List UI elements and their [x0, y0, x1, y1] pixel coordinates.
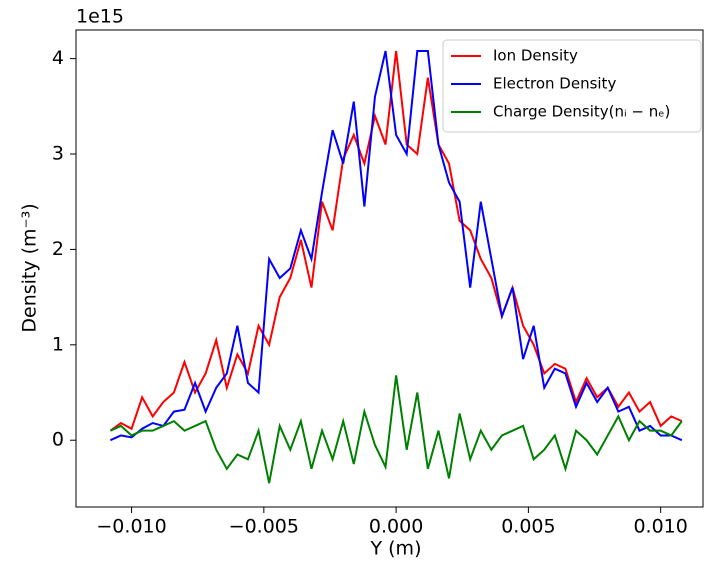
series-line	[109, 50, 683, 432]
y-tick-label: 4	[52, 47, 64, 69]
x-tick-label: 0.010	[633, 516, 687, 538]
y-tick-label: 3	[52, 143, 64, 165]
y-tick-label: 1	[52, 333, 64, 355]
x-tick-label: −0.005	[229, 516, 299, 538]
plot-frame	[75, 29, 704, 508]
x-tick-label: −0.010	[96, 516, 166, 538]
offset-text: 1e15	[76, 6, 124, 28]
x-tick-label: 0.005	[501, 516, 555, 538]
legend-label: Ion Density	[493, 47, 578, 65]
legend-label: Electron Density	[493, 75, 616, 93]
legend-label: Charge Density(nᵢ − nₑ)	[493, 103, 670, 121]
series-line	[109, 49, 683, 442]
x-axis-label: Y (m)	[370, 538, 422, 560]
y-axis-label: Density (m⁻³)	[19, 203, 41, 332]
legend-box	[442, 39, 702, 133]
y-tick-label: 0	[52, 429, 64, 451]
x-tick-label: 0.000	[369, 516, 423, 538]
y-tick-label: 2	[52, 238, 64, 260]
series-line	[109, 375, 683, 484]
